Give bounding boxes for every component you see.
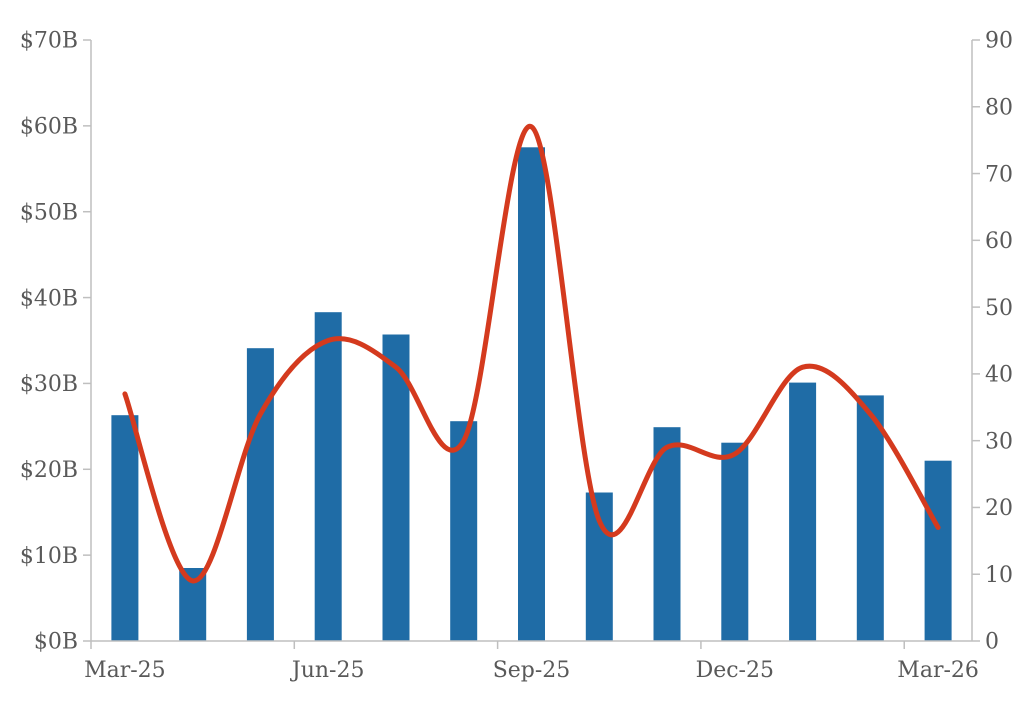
right-axis-tick-label: 30	[985, 429, 1013, 454]
right-axis-tick-label: 50	[985, 296, 1013, 321]
right-axis-tick-label: 70	[985, 162, 1013, 187]
left-axis-tick-label: $0B	[34, 630, 78, 655]
x-axis-tick-label: Mar-25	[84, 658, 166, 683]
x-axis-tick-label: Jun-25	[290, 658, 365, 683]
right-axis-tick-label: 0	[985, 630, 999, 655]
right-axis-tick-label: 60	[985, 229, 1013, 254]
bar-may-25	[246, 348, 274, 641]
bar-jan-26	[789, 382, 817, 641]
right-axis-tick-label: 80	[985, 95, 1013, 120]
right-axis-tick-label: 20	[985, 496, 1013, 521]
bar-jul-25	[382, 334, 410, 641]
left-axis-tick-label: $40B	[20, 286, 78, 311]
bar-feb-26	[856, 395, 884, 641]
bar-dec-25	[721, 442, 749, 641]
bar-sep-25	[518, 147, 545, 642]
right-axis-tick-label: 90	[985, 29, 1013, 54]
left-axis-tick-label: $50B	[20, 200, 78, 225]
bar-nov-25	[653, 427, 681, 641]
x-axis-tick-label: Mar-26	[897, 658, 979, 683]
bar-aug-25	[450, 421, 478, 641]
right-axis-tick-label: 40	[985, 363, 1013, 388]
x-axis-tick-label: Sep-25	[493, 658, 571, 683]
left-axis-tick-label: $10B	[20, 544, 78, 569]
bar-jun-25	[314, 312, 342, 641]
left-axis-tick-label: $20B	[20, 458, 78, 483]
bar-mar-26	[924, 460, 952, 641]
bar-mar-25	[111, 415, 139, 641]
right-axis-tick-label: 10	[985, 563, 1013, 588]
x-axis-tick-label: Dec-25	[696, 658, 774, 683]
left-axis-tick-label: $60B	[20, 115, 78, 140]
left-axis-tick-label: $70B	[20, 29, 78, 54]
left-axis-tick-label: $30B	[20, 372, 78, 397]
smoothed-trend-line	[122, 124, 941, 584]
